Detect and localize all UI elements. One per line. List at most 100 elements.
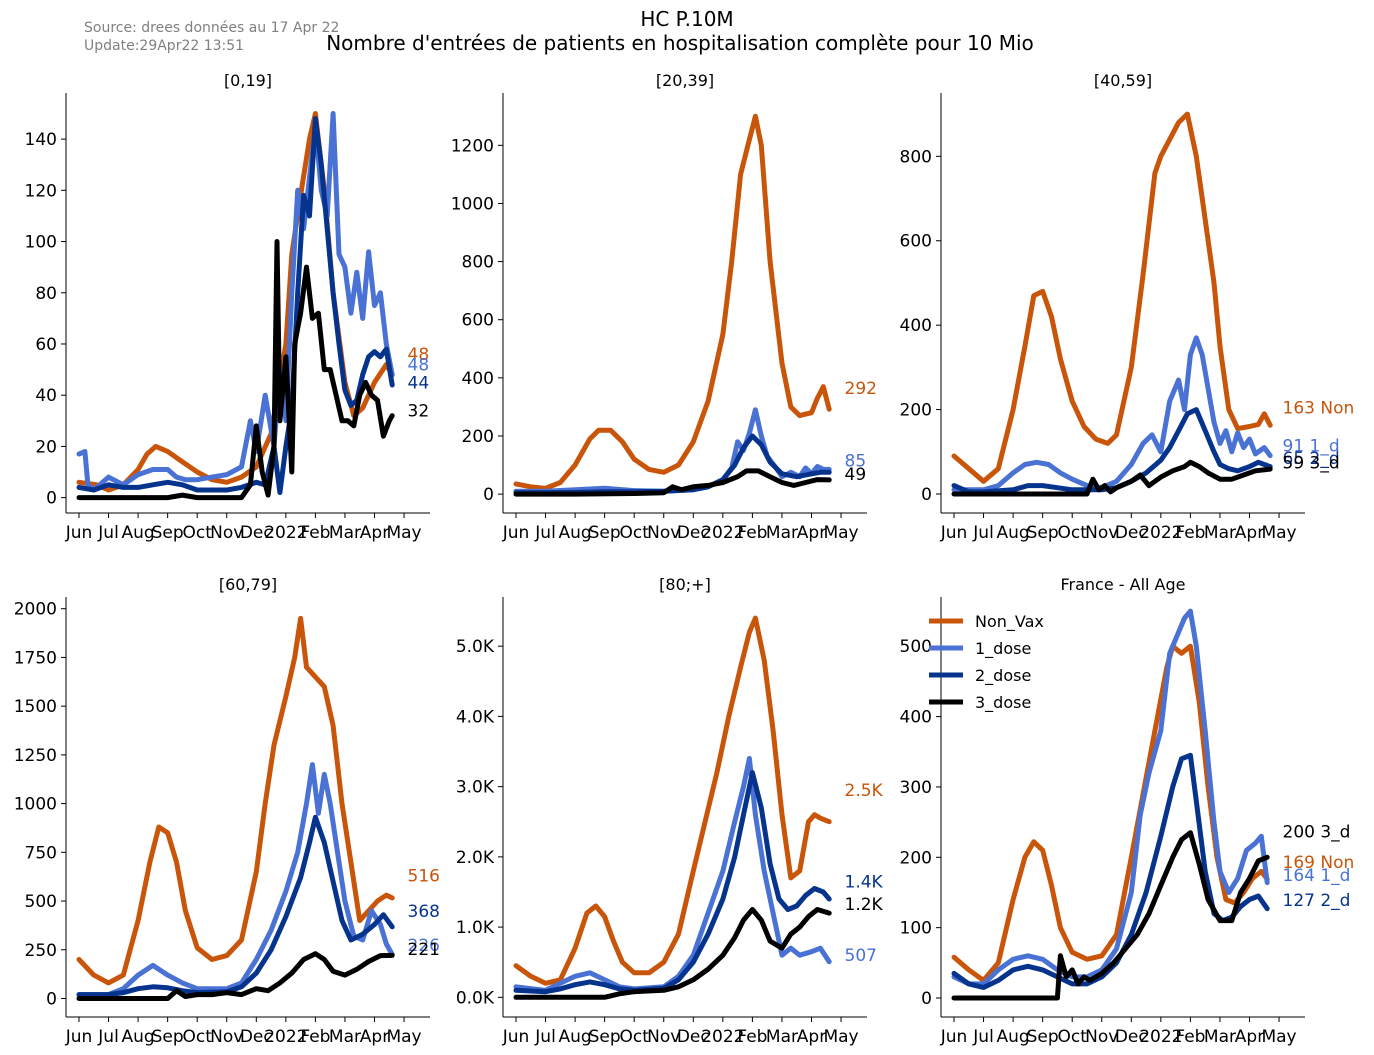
y-tick-label: 0.0K — [456, 988, 495, 1008]
series-line-2-dose — [76, 116, 395, 495]
y-tick-label: 300 — [900, 778, 932, 798]
x-tick-label: May — [823, 523, 858, 543]
y-tick-label: 200 — [900, 848, 932, 868]
x-tick-label: Feb — [1175, 1027, 1205, 1047]
x-tick-label: May — [386, 1027, 421, 1047]
series-line-non-vax — [513, 615, 832, 986]
x-tick-label: May — [386, 523, 421, 543]
x-tick-label: Jun — [940, 523, 968, 543]
x-tick-label: Aug — [121, 523, 154, 543]
y-tick-label: 1500 — [14, 697, 57, 717]
x-tick-label: Jul — [97, 1027, 119, 1047]
y-tick-label: 600 — [900, 232, 932, 252]
panel-6: France - All Age Jun Jul AugSepOctNovDec202… — [900, 575, 1355, 1047]
x-tick-label: Nov — [647, 1027, 680, 1047]
y-tick-label: 0 — [921, 485, 932, 505]
series-line-3-dose — [76, 239, 395, 501]
x-tick-label: May — [823, 1027, 858, 1047]
end-label: 368 — [408, 902, 440, 922]
x-tick-label: Dec — [1115, 1027, 1148, 1047]
end-label: 48 — [408, 345, 430, 365]
panel-1: [0,19] Jun Jul AugSepOctNovDec2022FebMarApr… — [25, 71, 430, 543]
y-tick-label: 1250 — [14, 746, 57, 766]
y-tick-label: 500 — [25, 892, 57, 912]
y-tick-label: 1.0K — [456, 918, 495, 938]
panel-title: [0,19] — [224, 71, 272, 90]
x-tick-label: Aug — [996, 1027, 1029, 1047]
end-label: 32 — [408, 402, 430, 422]
x-tick-label: Feb — [300, 523, 330, 543]
y-tick-label: 1000 — [451, 194, 494, 214]
x-tick-label: Aug — [558, 523, 591, 543]
legend-label: 2_dose — [975, 666, 1031, 686]
y-tick-label: 800 — [462, 253, 494, 273]
end-label: 1.2K — [845, 895, 884, 915]
end-label: 169 Non — [1283, 853, 1355, 873]
y-tick-label: 140 — [25, 130, 57, 150]
end-label: 516 — [408, 867, 440, 887]
update-note: Update:29Apr22 13:51 — [84, 38, 245, 54]
series-line-non-vax — [951, 111, 1273, 484]
series-line-3-dose — [951, 459, 1273, 497]
source-note: Source: drees données au 17 Apr 22 — [84, 20, 340, 36]
x-tick-label: Apr — [360, 523, 389, 543]
y-tick-label: 1000 — [14, 795, 57, 815]
end-label: 226 — [408, 936, 440, 956]
series-line-2-dose — [76, 814, 395, 998]
series-line-1-dose — [951, 335, 1273, 493]
end-label: 65 2_d — [1283, 449, 1340, 469]
y-tick-label: 500 — [900, 637, 932, 657]
panel-title: [80;+] — [659, 575, 711, 594]
x-tick-label: Mar — [766, 1027, 798, 1047]
series-line-3-dose — [951, 830, 1270, 1001]
panel-title: [60,79] — [219, 575, 277, 594]
x-tick-label: Mar — [766, 523, 798, 543]
end-label: 221 — [408, 940, 440, 960]
y-tick-label: 750 — [25, 843, 57, 863]
end-label: 48 — [408, 355, 430, 375]
x-tick-label: Nov — [647, 523, 680, 543]
y-tick-label: 200 — [900, 401, 932, 421]
x-tick-label: Nov — [1085, 523, 1118, 543]
x-tick-label: Jun — [940, 1027, 968, 1047]
panel-2: [20,39] Jun Jul AugSepOctNovDec2022FebMarAp… — [451, 71, 877, 543]
x-tick-label: Oct — [619, 1027, 649, 1047]
series-line-2-dose — [513, 770, 832, 995]
x-tick-label: Feb — [300, 1027, 330, 1047]
x-tick-label: Apr — [1235, 1027, 1264, 1047]
series-line-1-dose — [951, 608, 1270, 987]
y-tick-label: 40 — [35, 386, 57, 406]
series-line-3-dose — [513, 907, 832, 1000]
series-line-non-vax — [76, 615, 395, 986]
figure-title: HC P.10M — [640, 7, 734, 31]
x-tick-label: Oct — [1057, 1027, 1087, 1047]
x-tick-label: Dec — [240, 1027, 273, 1047]
x-tick-label: Dec — [240, 523, 273, 543]
x-tick-label: Oct — [619, 523, 649, 543]
panel-title: [20,39] — [656, 71, 714, 90]
y-tick-label: 20 — [35, 437, 57, 457]
x-tick-label: Jun — [502, 1027, 530, 1047]
series-line-3-dose — [76, 951, 395, 1001]
x-tick-label: Mar — [1204, 1027, 1236, 1047]
x-tick-label: Oct — [182, 523, 212, 543]
y-tick-label: 2.0K — [456, 848, 495, 868]
y-tick-label: 1200 — [451, 136, 494, 156]
x-tick-label: Apr — [797, 1027, 826, 1047]
x-tick-label: 2022 — [264, 523, 307, 543]
panel-4: [60,79] Jun Jul AugSepOctNovDec2022FebMarAp… — [14, 575, 440, 1047]
x-tick-label: Oct — [182, 1027, 212, 1047]
x-tick-label: Nov — [1085, 1027, 1118, 1047]
x-tick-label: Dec — [1115, 523, 1148, 543]
legend-label: 3_dose — [975, 693, 1031, 713]
x-tick-label: Apr — [1235, 523, 1264, 543]
y-tick-label: 80 — [35, 284, 57, 304]
x-tick-label: Mar — [329, 523, 361, 543]
series-line-1-dose — [76, 111, 395, 493]
end-label: 1.4K — [845, 872, 884, 892]
end-label: 91 1_d — [1283, 436, 1340, 456]
x-tick-label: May — [1261, 523, 1296, 543]
figure-subtitle: Nombre d'entrées de patients en hospital… — [326, 31, 1034, 55]
y-tick-label: 100 — [900, 919, 932, 939]
series-line-non-vax — [513, 113, 832, 491]
